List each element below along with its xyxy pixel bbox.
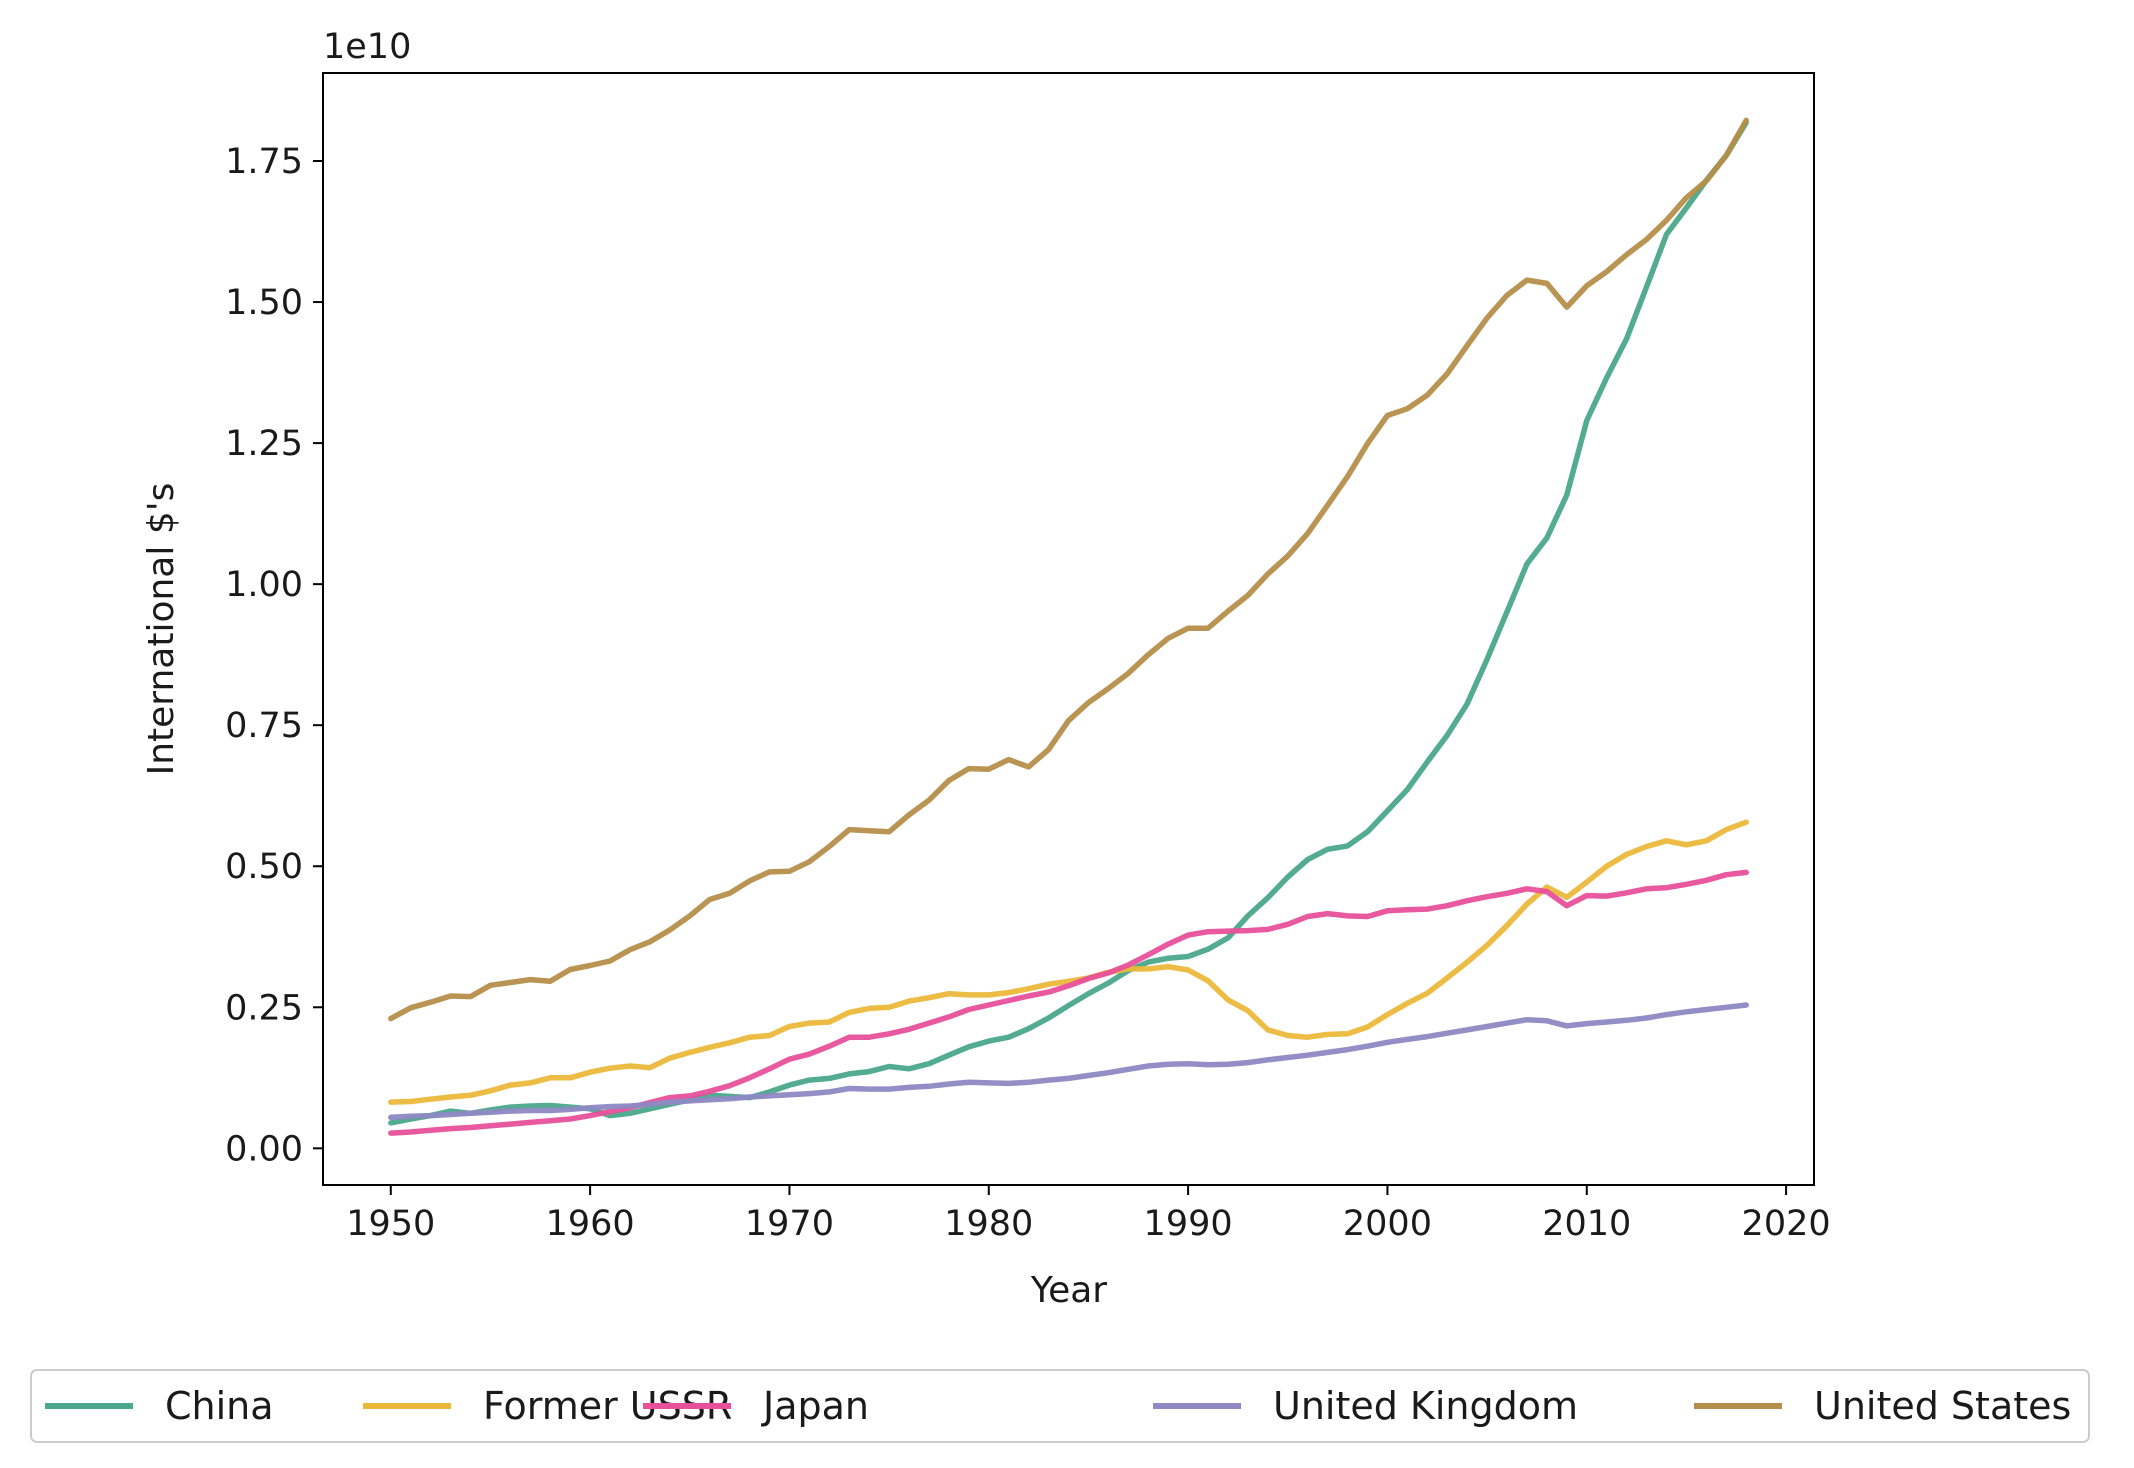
x-axis-label: Year bbox=[1030, 1270, 1107, 1311]
y-scale-label: 1e10 bbox=[323, 27, 411, 67]
series-layer bbox=[388, 117, 1749, 1136]
y-tick-label: 1.00 bbox=[225, 565, 303, 605]
series-line-united-states bbox=[388, 117, 1749, 1022]
legend-label-united-states: United States bbox=[1814, 1384, 2071, 1428]
x-tick-label: 2010 bbox=[1542, 1204, 1631, 1244]
axes-frame bbox=[322, 72, 1815, 1186]
x-tick-label: 1990 bbox=[1144, 1204, 1233, 1244]
x-tick-label: 2000 bbox=[1343, 1204, 1432, 1244]
y-tick-label: 0.00 bbox=[225, 1129, 303, 1169]
series-line-united-kingdom bbox=[388, 1002, 1749, 1121]
legend-frame bbox=[30, 1369, 2090, 1443]
y-tick-label: 0.50 bbox=[225, 847, 303, 887]
legend-label-china: China bbox=[165, 1384, 274, 1428]
y-tick-label: 1.50 bbox=[225, 283, 303, 323]
ticks-layer: 1950 1960 1970 1980 1990 2000 2010 2020 0.00 0.25… bbox=[225, 142, 1831, 1244]
series-line-former-ussr bbox=[388, 819, 1749, 1105]
x-tick-label: 2020 bbox=[1742, 1204, 1831, 1244]
legend-label-united-kingdom: United Kingdom bbox=[1273, 1384, 1578, 1428]
x-tick-label: 1950 bbox=[346, 1204, 435, 1244]
legend: China Former USSR Japan United Kingdom Unite… bbox=[30, 1369, 2090, 1443]
y-tick-label: 1.25 bbox=[225, 424, 303, 464]
series-line-china bbox=[388, 119, 1749, 1126]
y-axis-label: International $'s bbox=[141, 483, 182, 776]
x-tick-label: 1980 bbox=[944, 1204, 1033, 1244]
y-tick-label: 1.75 bbox=[225, 142, 303, 182]
legend-label-japan: Japan bbox=[761, 1384, 869, 1428]
y-tick-label: 0.25 bbox=[225, 988, 303, 1028]
legend-items: China Former USSR Japan United Kingdom Unite… bbox=[45, 1384, 2071, 1428]
y-tick-label: 0.75 bbox=[225, 706, 303, 746]
series-line-japan bbox=[388, 869, 1749, 1136]
x-tick-label: 1970 bbox=[745, 1204, 834, 1244]
x-tick-label: 1960 bbox=[546, 1204, 635, 1244]
